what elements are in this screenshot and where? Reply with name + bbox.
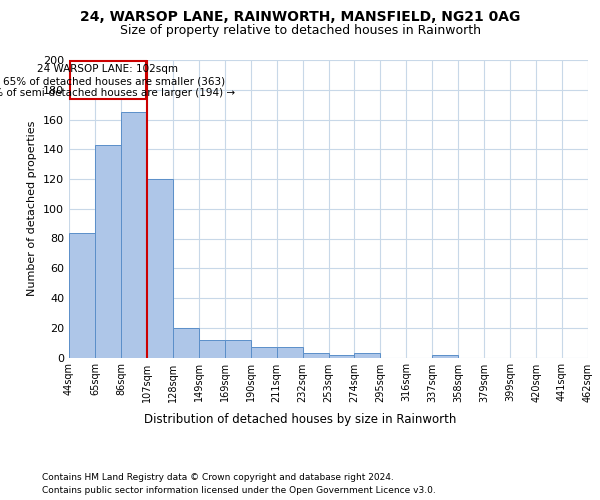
Bar bbox=[95, 145, 121, 358]
Bar bbox=[121, 112, 147, 358]
Text: Contains HM Land Registry data © Crown copyright and database right 2024.: Contains HM Land Registry data © Crown c… bbox=[42, 472, 394, 482]
Bar bbox=[355, 353, 380, 358]
Bar bbox=[329, 354, 355, 358]
Bar bbox=[433, 354, 458, 358]
Y-axis label: Number of detached properties: Number of detached properties bbox=[28, 121, 37, 296]
Text: Size of property relative to detached houses in Rainworth: Size of property relative to detached ho… bbox=[119, 24, 481, 37]
Text: 35% of semi-detached houses are larger (194) →: 35% of semi-detached houses are larger (… bbox=[0, 88, 235, 99]
Text: 24 WARSOP LANE: 102sqm: 24 WARSOP LANE: 102sqm bbox=[37, 64, 178, 74]
Text: 24, WARSOP LANE, RAINWORTH, MANSFIELD, NG21 0AG: 24, WARSOP LANE, RAINWORTH, MANSFIELD, N… bbox=[80, 10, 520, 24]
Bar bbox=[251, 347, 277, 358]
Text: Contains public sector information licensed under the Open Government Licence v3: Contains public sector information licen… bbox=[42, 486, 436, 495]
Text: Distribution of detached houses by size in Rainworth: Distribution of detached houses by size … bbox=[144, 412, 456, 426]
FancyBboxPatch shape bbox=[70, 62, 146, 98]
Text: ← 65% of detached houses are smaller (363): ← 65% of detached houses are smaller (36… bbox=[0, 76, 225, 86]
Bar bbox=[147, 179, 173, 358]
Bar bbox=[69, 232, 95, 358]
Bar bbox=[199, 340, 224, 357]
Bar bbox=[302, 353, 329, 358]
Bar bbox=[277, 347, 302, 358]
Bar bbox=[225, 340, 251, 357]
Bar bbox=[173, 328, 199, 358]
